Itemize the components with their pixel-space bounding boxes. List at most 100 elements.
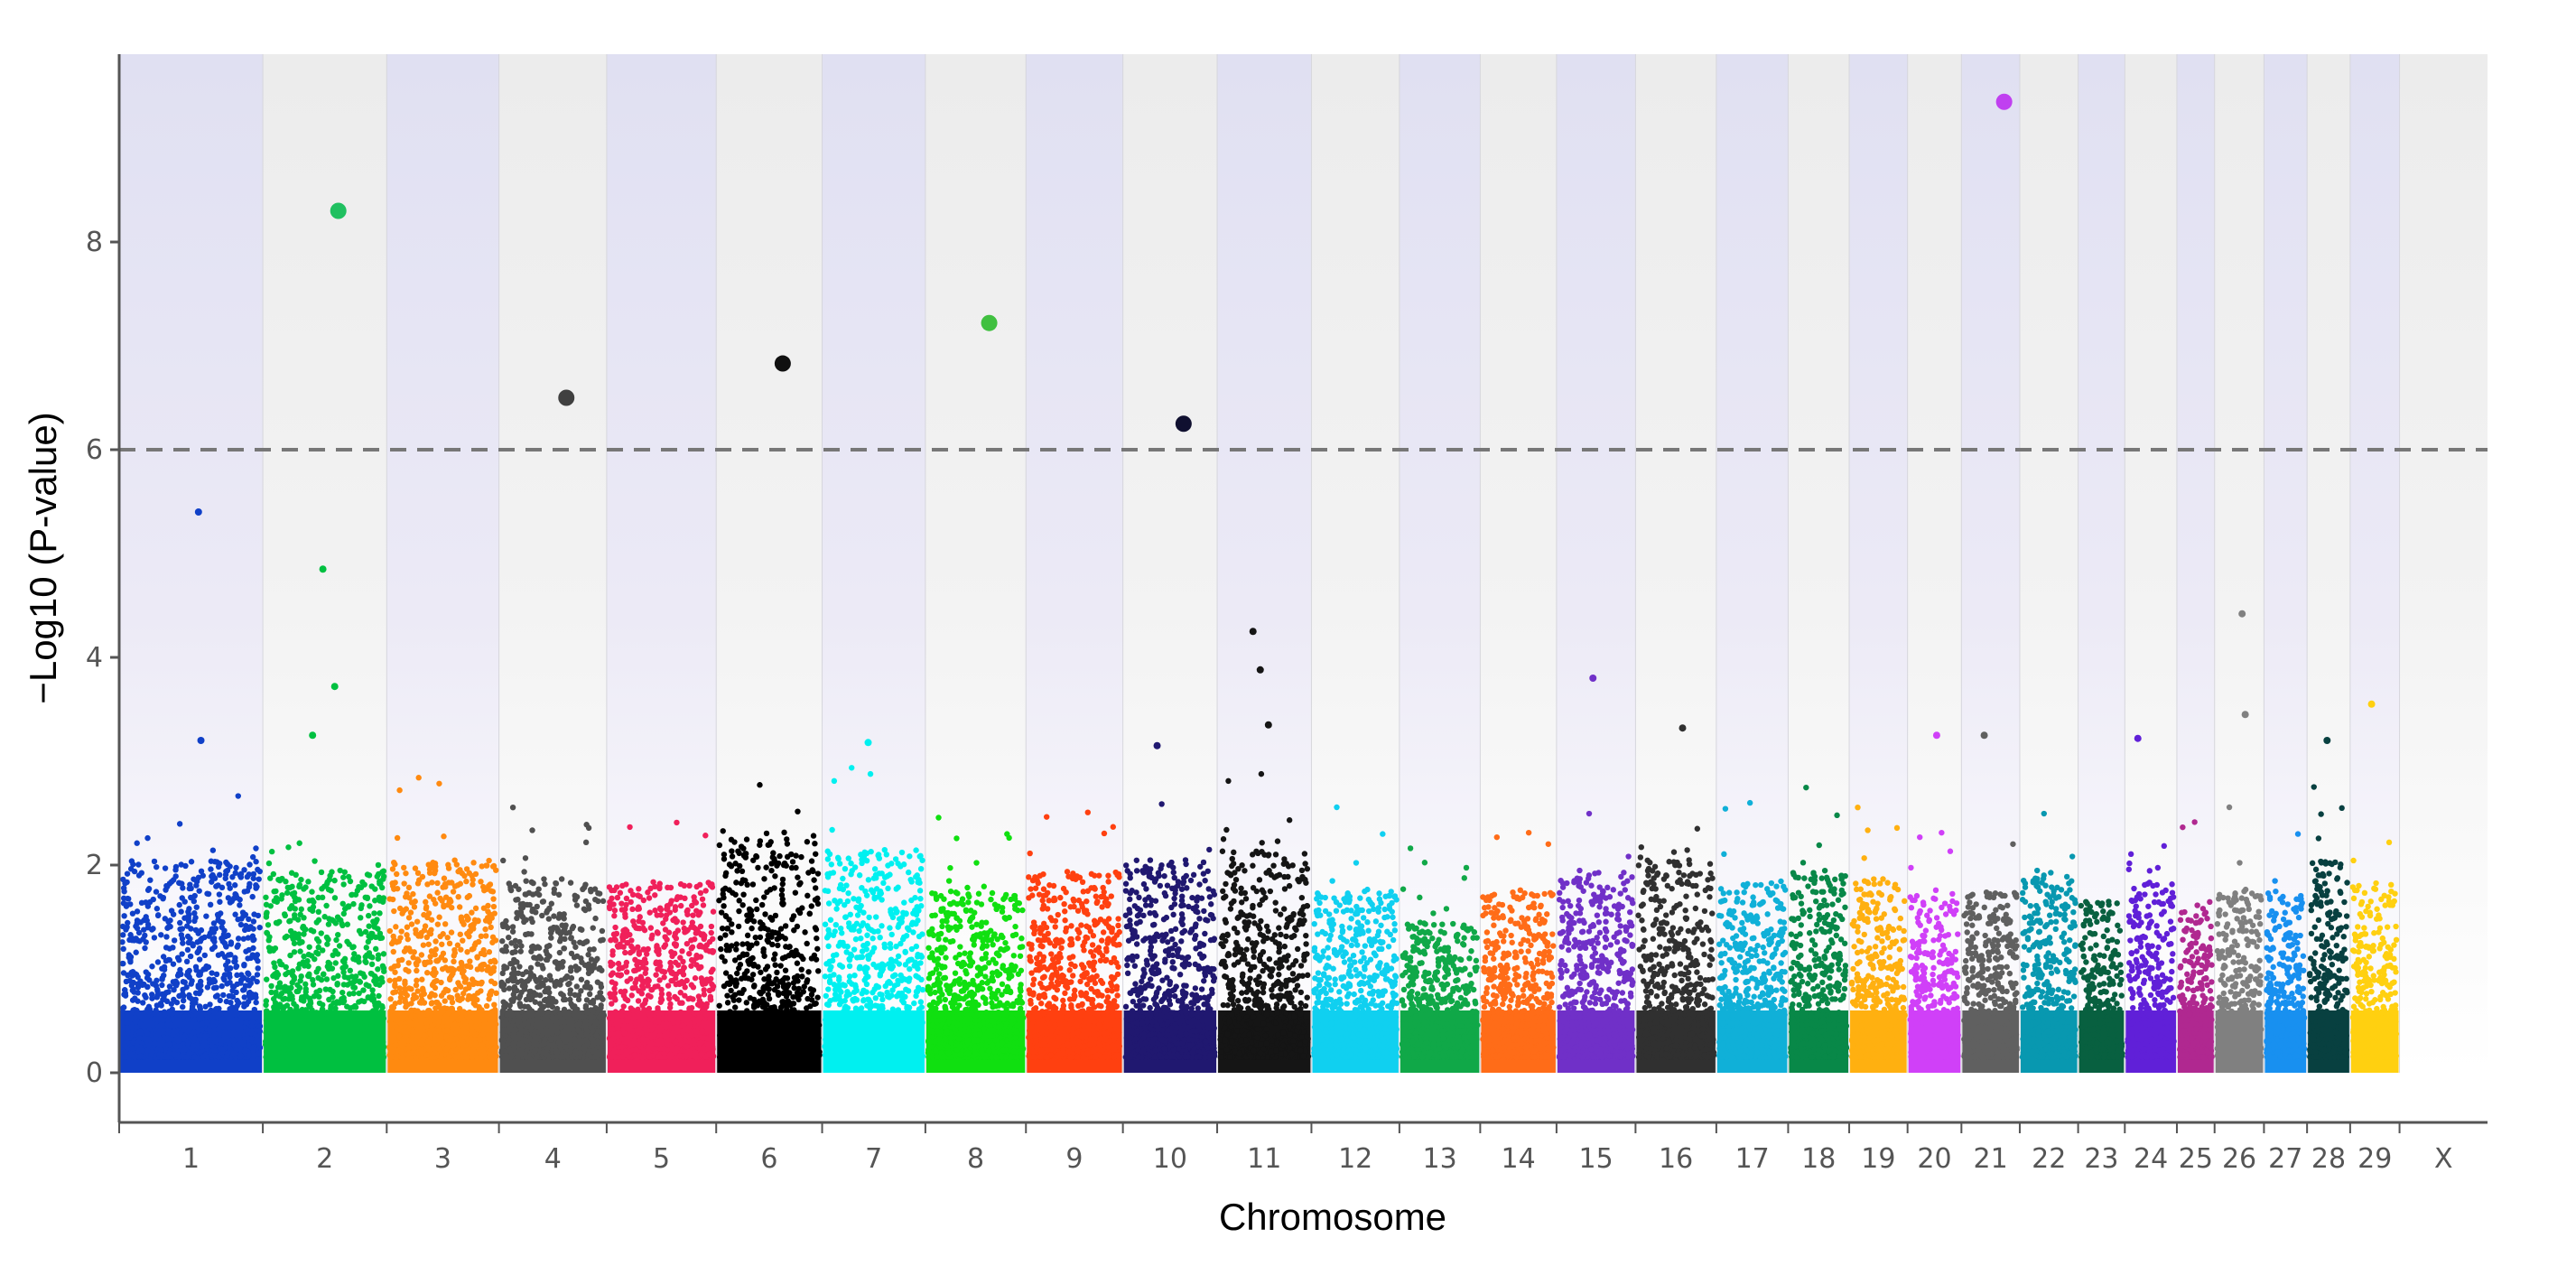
snp-point (673, 1038, 679, 1046)
snp-point (688, 945, 694, 952)
snp-point (209, 945, 216, 953)
snp-point (448, 929, 455, 936)
snp-point (186, 885, 193, 892)
snp-point (616, 965, 622, 973)
snp-point (432, 946, 439, 953)
snp-point (523, 969, 530, 975)
snp-point (207, 901, 214, 908)
snp-point (338, 1040, 344, 1047)
snp-point (165, 918, 172, 926)
snp-point (199, 1020, 205, 1028)
snp-point (640, 1047, 646, 1055)
snp-point (247, 980, 255, 987)
snp-point (584, 983, 591, 991)
snp-point (693, 930, 699, 936)
snp-point (438, 1054, 444, 1060)
snp-point (347, 967, 353, 974)
snp-point (370, 995, 377, 1002)
snp-point (321, 883, 328, 889)
snp-point (129, 1045, 135, 1052)
snp-point (488, 978, 495, 984)
snp-point (375, 955, 382, 962)
snp-point (371, 924, 377, 930)
snp-point (778, 887, 786, 893)
snp-point (556, 949, 563, 956)
snp-point (309, 1023, 315, 1030)
snp-point (518, 943, 525, 949)
snp-point (518, 989, 525, 996)
snp-point (297, 1030, 303, 1038)
snp-point (154, 992, 161, 999)
snp-point (411, 949, 417, 955)
snp-point (438, 979, 444, 986)
snp-point (298, 876, 304, 883)
snp-point (428, 917, 435, 923)
snp-point (617, 889, 624, 896)
snp-point (201, 1038, 208, 1046)
snp-point (551, 886, 558, 892)
snp-point (327, 1009, 334, 1015)
snp-point (234, 972, 240, 979)
snp-point (698, 1050, 705, 1057)
snp-point (360, 987, 367, 993)
snp-point (468, 1019, 474, 1027)
snp-point (540, 965, 546, 972)
snp-point (672, 1049, 678, 1056)
snp-point (763, 864, 769, 870)
snp-point (447, 965, 453, 972)
snp-point (693, 883, 700, 890)
snp-point (125, 972, 131, 979)
snp-point (154, 986, 161, 992)
snp-point (514, 979, 521, 985)
snp-point (193, 904, 200, 910)
snp-point (428, 991, 435, 997)
snp-point (359, 971, 367, 977)
snp-point (347, 1005, 354, 1011)
snp-point (428, 1001, 435, 1007)
snp-point (285, 1036, 292, 1043)
snp-point (706, 1050, 713, 1057)
snp-point (373, 981, 379, 987)
snp-point (166, 1041, 173, 1047)
snp-point (172, 873, 179, 880)
snp-point (392, 989, 399, 995)
snp-point (699, 1001, 705, 1007)
snp-point (311, 898, 317, 906)
snp-point (460, 921, 467, 927)
snp-point (600, 898, 607, 905)
snp-point (186, 906, 192, 912)
snp-point (554, 964, 562, 972)
snp-point (542, 880, 548, 888)
snp-point (721, 856, 728, 862)
snp-point (161, 1009, 168, 1015)
snp-point (119, 1020, 126, 1027)
snp-point (520, 1044, 526, 1050)
snp-point (543, 1026, 549, 1033)
snp-point (409, 1020, 415, 1028)
snp-point (635, 998, 642, 1004)
snp-point (489, 939, 496, 945)
snp-point (131, 1054, 137, 1060)
snp-point (446, 994, 453, 1001)
snp-point (498, 981, 505, 987)
snp-point (663, 912, 670, 918)
snp-point (203, 913, 209, 919)
snp-point (256, 876, 262, 882)
snp-point (170, 961, 177, 967)
snp-point (482, 1012, 489, 1019)
snp-point (250, 945, 256, 952)
snp-point (207, 1001, 213, 1008)
snp-point (600, 1030, 606, 1038)
snp-point (718, 945, 724, 953)
snp-point (415, 775, 422, 781)
snp-point (395, 975, 403, 982)
snp-point (399, 956, 405, 963)
snp-point (303, 993, 310, 1000)
snp-point (429, 982, 436, 989)
snp-point (345, 873, 352, 880)
snp-point (500, 1027, 507, 1033)
snp-point (405, 884, 413, 891)
snp-point (449, 904, 455, 911)
snp-point (433, 999, 440, 1006)
snp-point (241, 994, 247, 1001)
